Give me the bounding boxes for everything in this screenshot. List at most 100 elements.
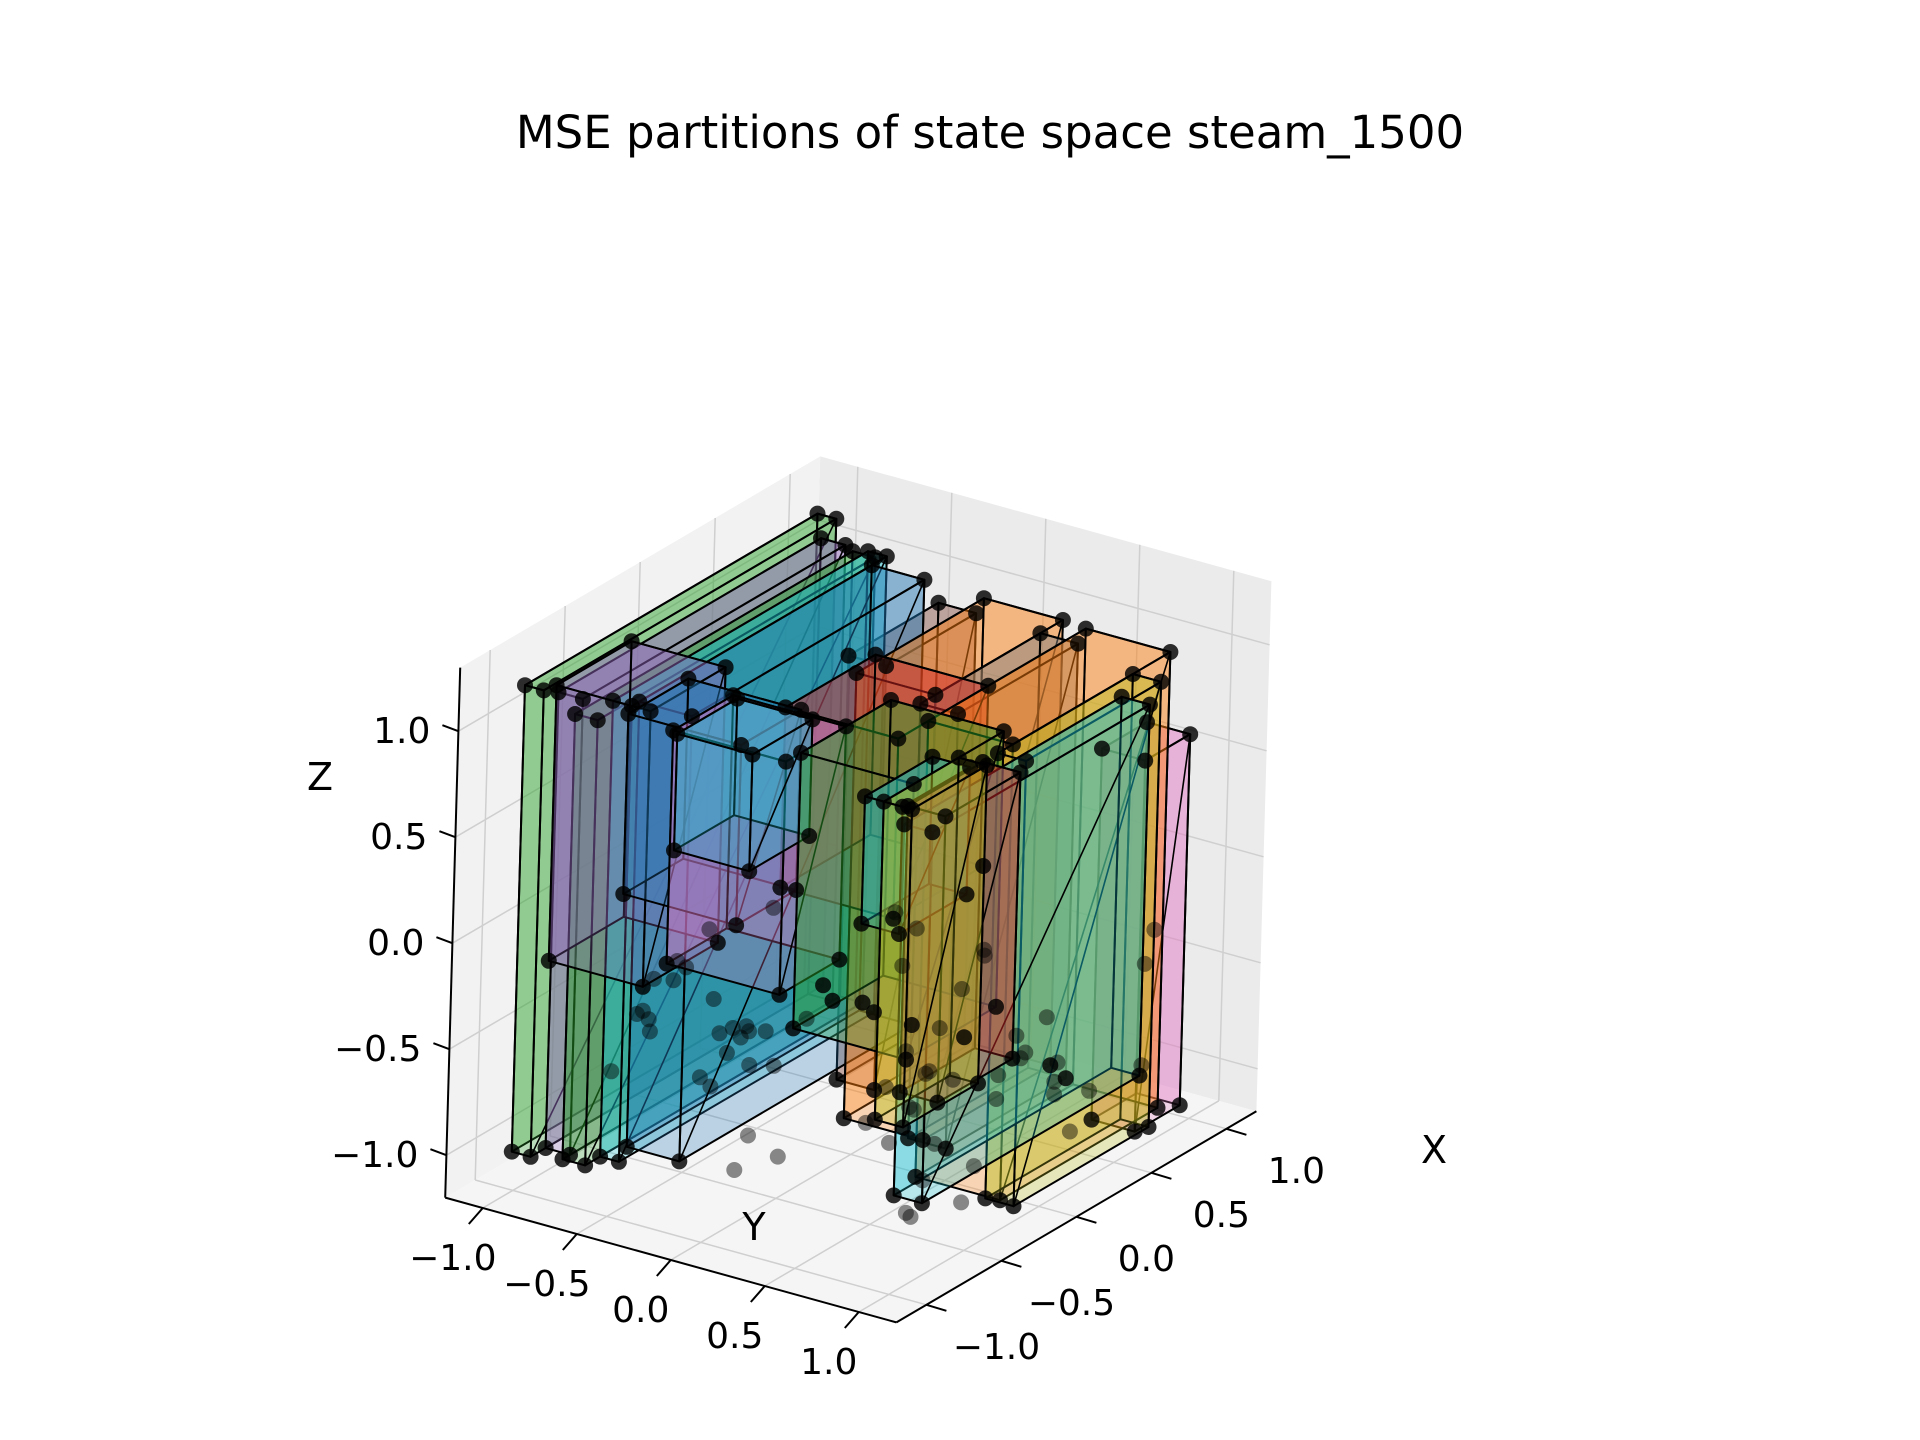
sample-point — [769, 1148, 786, 1165]
partition-edge — [569, 544, 847, 1156]
partition-vertex — [1182, 726, 1199, 743]
partition-vertex — [1070, 635, 1086, 652]
z-tick-mark — [433, 1042, 450, 1051]
partition-vertex — [610, 1153, 627, 1170]
sample-point — [944, 1071, 961, 1088]
partition-vertex — [950, 706, 966, 722]
sample-point — [678, 959, 695, 976]
partition-edge — [944, 643, 1079, 1149]
partition-vertex — [1042, 1057, 1059, 1074]
partition-vertex — [1094, 740, 1110, 757]
partition-vertex — [898, 1051, 914, 1068]
partition-vertex — [878, 658, 895, 674]
partition-vertex — [865, 1004, 882, 1021]
sample-point — [718, 1044, 735, 1061]
partition-vertex — [1012, 764, 1029, 781]
sample-point — [634, 1002, 651, 1019]
partition-vertex — [977, 1190, 994, 1207]
partition-edge — [1012, 681, 1162, 1207]
partition-vertex — [937, 808, 954, 825]
partition-vertex — [913, 1195, 930, 1212]
sample-point — [976, 941, 992, 958]
partition-vertex — [835, 1110, 852, 1127]
partition-vertex — [1131, 1067, 1148, 1084]
sample-point — [1146, 921, 1163, 938]
axes — [430, 667, 1257, 1329]
partition-vertex — [567, 706, 584, 722]
partition-vertex — [744, 746, 761, 763]
partition-vertex — [831, 951, 848, 968]
partition-vertex — [634, 978, 651, 995]
sample-point — [628, 1006, 645, 1022]
grid-left-z — [455, 625, 816, 838]
y-tick-mark — [750, 1285, 766, 1303]
grid-left-z — [458, 519, 819, 732]
partition-vertex — [642, 703, 659, 720]
partition-vertex — [522, 1148, 539, 1165]
partition-vertex — [824, 992, 841, 1009]
partition-vertex — [962, 759, 979, 776]
partition-vertex — [853, 915, 870, 932]
z-tick-label: 1.0 — [373, 711, 430, 752]
partition-vertex — [930, 594, 947, 611]
sample-point — [1008, 1027, 1025, 1044]
partition-vertex — [1077, 620, 1094, 637]
grid-floor-x — [700, 1047, 1152, 1174]
partition-vertex — [975, 590, 992, 607]
partition-vertex — [631, 693, 648, 710]
partition-vertex — [717, 659, 734, 676]
x-axis-label: X — [1421, 1128, 1447, 1172]
partition-vertex — [924, 824, 941, 841]
partition-box — [673, 697, 814, 873]
sample-point — [701, 921, 718, 938]
partition-edge — [778, 726, 847, 995]
partition-vertex — [866, 1082, 883, 1098]
partition-vertex — [535, 682, 552, 699]
x-tick-label: −1.0 — [953, 1327, 1040, 1368]
partition-face — [673, 732, 754, 873]
z-tick-mark — [436, 936, 453, 945]
partition-vertex — [1141, 696, 1158, 713]
partition-vertex — [777, 699, 794, 716]
x-tick-mark — [1001, 1259, 1022, 1268]
partition-vertex — [618, 1138, 635, 1155]
grid-floor-y — [858, 1100, 1220, 1313]
grid-left-x — [699, 517, 716, 1049]
partition-vertex — [778, 753, 794, 770]
partition-vertex — [891, 1084, 908, 1101]
partition-vertex — [975, 858, 992, 874]
grid-back-y — [1124, 544, 1141, 1075]
partition-edge — [584, 557, 876, 1166]
partition-vertex — [577, 1157, 594, 1174]
partition-vertex — [956, 1029, 973, 1046]
sample-point — [917, 1065, 934, 1082]
partition-vertex — [605, 692, 621, 709]
sample-point — [976, 947, 993, 964]
z-tick-label: 0.0 — [367, 923, 424, 964]
y-tick-mark — [844, 1311, 860, 1329]
x-tick-mark — [1226, 1127, 1247, 1136]
y-tick-label: −1.0 — [409, 1238, 496, 1279]
partition-vertex — [669, 725, 686, 742]
sample-point — [702, 1078, 719, 1095]
y-axis-label: Y — [741, 1205, 766, 1249]
sample-point — [908, 920, 925, 937]
partition-vertex — [680, 670, 697, 687]
partition-box — [510, 512, 838, 1158]
sample-point — [894, 957, 911, 974]
x-tick-mark — [926, 1303, 947, 1312]
partition-vertex — [788, 882, 805, 898]
partition-vertex — [844, 543, 861, 560]
y-tick-label: 1.0 — [800, 1342, 857, 1383]
sample-point — [1136, 955, 1153, 972]
partition-vertex — [920, 713, 937, 729]
partition-vertex — [929, 1094, 946, 1111]
partition-vertex — [840, 647, 857, 664]
partition-vertex — [537, 1140, 554, 1156]
partition-box — [984, 673, 1163, 1208]
partition-vertex — [937, 1140, 954, 1157]
z-tick-mark — [442, 724, 459, 733]
partition-vertex — [1171, 1097, 1188, 1114]
partition-box — [898, 761, 1022, 1104]
